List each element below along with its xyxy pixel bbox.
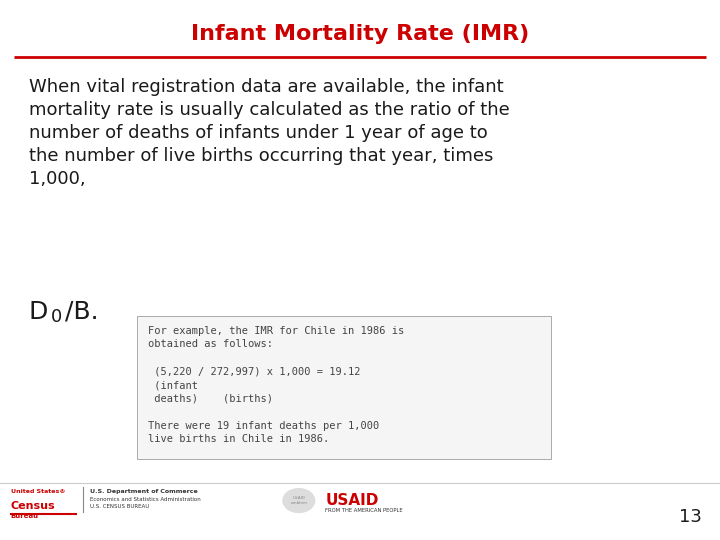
Text: USAID
emblem: USAID emblem: [290, 496, 307, 505]
Text: Bureau: Bureau: [11, 513, 39, 519]
Text: When vital registration data are available, the infant
mortality rate is usually: When vital registration data are availab…: [29, 78, 510, 188]
Text: 13: 13: [679, 509, 702, 526]
Text: FROM THE AMERICAN PEOPLE: FROM THE AMERICAN PEOPLE: [325, 508, 403, 512]
Text: Infant Mortality Rate (IMR): Infant Mortality Rate (IMR): [191, 24, 529, 44]
Circle shape: [283, 489, 315, 512]
Text: Census: Census: [11, 501, 55, 511]
Bar: [137, 316, 551, 459]
Text: For example, the IMR for Chile in 1986 is
obtained as follows:

 (5,220 / 272,99: For example, the IMR for Chile in 1986 i…: [148, 326, 404, 444]
Text: D: D: [29, 300, 48, 323]
Text: 0: 0: [51, 308, 63, 326]
Text: U.S. Department of Commerce: U.S. Department of Commerce: [90, 489, 198, 494]
Text: United States®: United States®: [11, 489, 66, 494]
Text: Economics and Statistics Administration: Economics and Statistics Administration: [90, 497, 201, 502]
Text: /B.: /B.: [65, 300, 99, 323]
Text: USAID: USAID: [325, 493, 379, 508]
Text: U.S. CENSUS BUREAU: U.S. CENSUS BUREAU: [90, 504, 149, 509]
